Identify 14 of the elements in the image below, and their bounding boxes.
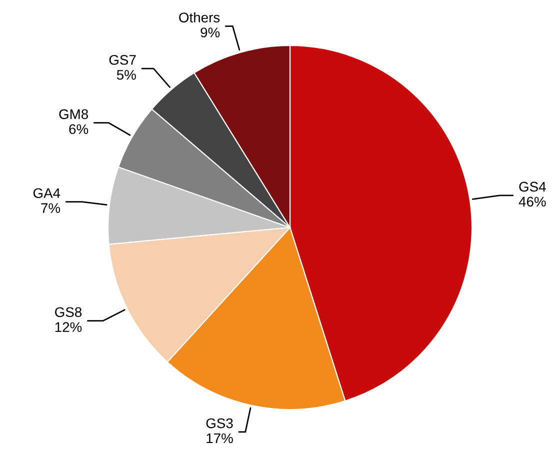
data-label: 46% <box>518 196 546 207</box>
slice-label: GS8 <box>55 307 82 318</box>
data-label: 9% <box>200 28 220 38</box>
slice-label: Others <box>179 12 220 22</box>
data-label: 17% <box>206 433 233 444</box>
slice-label: GM8 <box>59 109 88 120</box>
slice-label: GA4 <box>33 188 60 198</box>
data-label: 12% <box>55 322 82 332</box>
slice-label: GS7 <box>109 54 136 65</box>
data-label: 5% <box>116 70 136 80</box>
data-label: 6% <box>69 124 88 134</box>
slice-label: GS3 <box>206 418 233 428</box>
slice-label: GS4 <box>519 182 546 192</box>
data-label: 7% <box>41 203 60 213</box>
